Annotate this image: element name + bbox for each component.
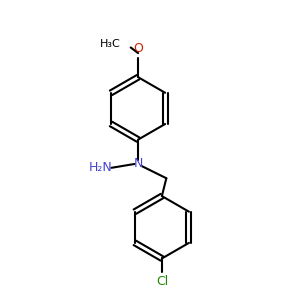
Text: H₃C: H₃C	[100, 40, 120, 50]
Text: N: N	[134, 157, 143, 170]
Text: O: O	[133, 43, 143, 56]
Text: Cl: Cl	[156, 275, 168, 288]
Text: H₂N: H₂N	[89, 161, 113, 174]
